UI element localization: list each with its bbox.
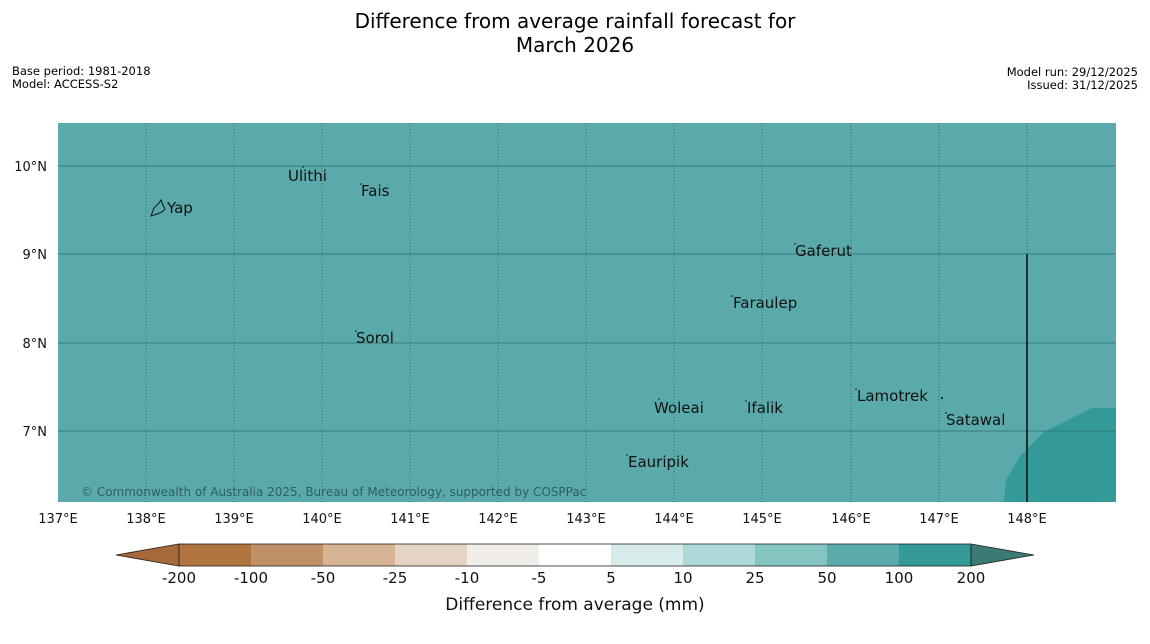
lat-label-10: 10°N: [14, 160, 47, 175]
lon-label-137: 137°E: [38, 512, 78, 527]
woleai-marker: [658, 398, 660, 400]
eauripik-marker: [626, 454, 628, 456]
base-period-text: Base period: 1981-2018: [12, 64, 151, 78]
faraulep-marker: [731, 295, 733, 297]
colorbar-extend-high: [970, 543, 1035, 567]
copyright-text: © Commonwealth of Australia 2025, Bureau…: [81, 485, 586, 499]
place-sorol: Sorol: [356, 329, 394, 347]
title-line-2: March 2026: [515, 33, 635, 57]
yap-island-shape: [150, 198, 166, 217]
map-title: Difference from average rainfall forecas…: [0, 9, 1150, 57]
cb-tick-8: 25: [745, 569, 764, 587]
colorbar-outline: [178, 543, 972, 567]
lon-label-138: 138°E: [126, 512, 166, 527]
sorol-marker: [355, 330, 357, 332]
island-markers: [302, 166, 947, 456]
meta-left: Base period: 1981-2018 Model: ACCESS-S2: [12, 65, 151, 91]
colorbar-segment-10: [827, 544, 899, 566]
colorbar-label: Difference from average (mm): [445, 595, 704, 615]
lon-labels: 137°E 138°E 139°E 140°E 141°E 142°E 143°…: [38, 512, 1047, 527]
cb-tick-9: 50: [817, 569, 836, 587]
cb-tick-10: 100: [885, 569, 914, 587]
cb-tick-5: -5: [532, 569, 547, 587]
meta-right: Model run: 29/12/2025 Issued: 31/12/2025: [1007, 66, 1138, 92]
colorbar-segment-8: [683, 544, 755, 566]
place-yap: Yap: [166, 199, 193, 217]
place-ulithi: Ulithi: [288, 167, 327, 185]
model-run-text: Model run: 29/12/2025: [1006, 65, 1138, 79]
cb-tick-7: 10: [673, 569, 692, 587]
colorbar-ticks: -200 -100 -50 -25 -10 -5 5 10 25 50 100 …: [162, 569, 985, 587]
fais-marker: [360, 183, 362, 185]
issued-text: Issued: 31/12/2025: [1027, 78, 1138, 92]
place-eauripik: Eauripik: [628, 453, 689, 471]
lon-label-143: 143°E: [566, 512, 606, 527]
map-fill-100-200: [1004, 408, 1116, 502]
cb-tick-2: -50: [311, 569, 336, 587]
place-satawal: Satawal: [946, 411, 1005, 429]
colorbar-segment-1: [179, 544, 251, 566]
colorbar-segment-4: [395, 544, 467, 566]
lon-label-148: 148°E: [1007, 512, 1047, 527]
place-fais: Fais: [361, 182, 390, 200]
colorbar-segment-11: [899, 544, 971, 566]
colorbar-segment-5: [467, 544, 539, 566]
model-text: Model: ACCESS-S2: [12, 77, 119, 91]
cb-tick-0: -200: [162, 569, 196, 587]
place-faraulep: Faraulep: [733, 294, 797, 312]
lon-label-146: 146°E: [831, 512, 871, 527]
cb-tick-4: -10: [455, 569, 480, 587]
place-labels: Yap Ulithi Fais Gaferut Faraulep Sorol W…: [166, 167, 1005, 471]
ifalik-marker: [745, 400, 747, 402]
map-panel: Yap Ulithi Fais Gaferut Faraulep Sorol W…: [58, 123, 1116, 502]
colorbar-segment-7: [611, 544, 683, 566]
colorbar-segment-9: [755, 544, 827, 566]
lat-label-9: 9°N: [23, 248, 48, 263]
lon-label-142: 142°E: [478, 512, 518, 527]
place-woleai: Woleai: [654, 399, 704, 417]
cb-tick-6: 5: [606, 569, 616, 587]
colorbar-segment-2: [251, 544, 323, 566]
ulithi-marker: [302, 166, 304, 168]
lon-label-141: 141°E: [390, 512, 430, 527]
lon-label-144: 144°E: [654, 512, 694, 527]
lamotrek-marker: [855, 388, 857, 390]
lat-label-8: 8°N: [23, 337, 48, 352]
place-ifalik: Ifalik: [747, 399, 783, 417]
lon-label-139: 139°E: [214, 512, 254, 527]
cb-tick-11: 200: [957, 569, 986, 587]
title-line-1: Difference from average rainfall forecas…: [354, 9, 796, 33]
cb-tick-3: -25: [383, 569, 408, 587]
lat-label-7: 7°N: [23, 425, 48, 440]
colorbar-segment-6: [539, 544, 611, 566]
map-fill-50-100: [58, 123, 1116, 502]
lon-label-140: 140°E: [302, 512, 342, 527]
lon-label-145: 145°E: [742, 512, 782, 527]
cb-tick-1: -100: [234, 569, 268, 587]
colorbar: [115, 543, 1035, 567]
lon-label-147: 147°E: [919, 512, 959, 527]
colorbar-extend-low: [115, 543, 180, 567]
colorbar-segment-3: [323, 544, 395, 566]
place-lamotrek: Lamotrek: [857, 387, 928, 405]
lamotrek-extra-marker: [941, 397, 943, 399]
lat-labels: 10°N 9°N 8°N 7°N: [14, 160, 47, 440]
satawal-marker: [945, 412, 947, 414]
gaferut-marker: [794, 243, 796, 245]
place-gaferut: Gaferut: [795, 242, 852, 260]
